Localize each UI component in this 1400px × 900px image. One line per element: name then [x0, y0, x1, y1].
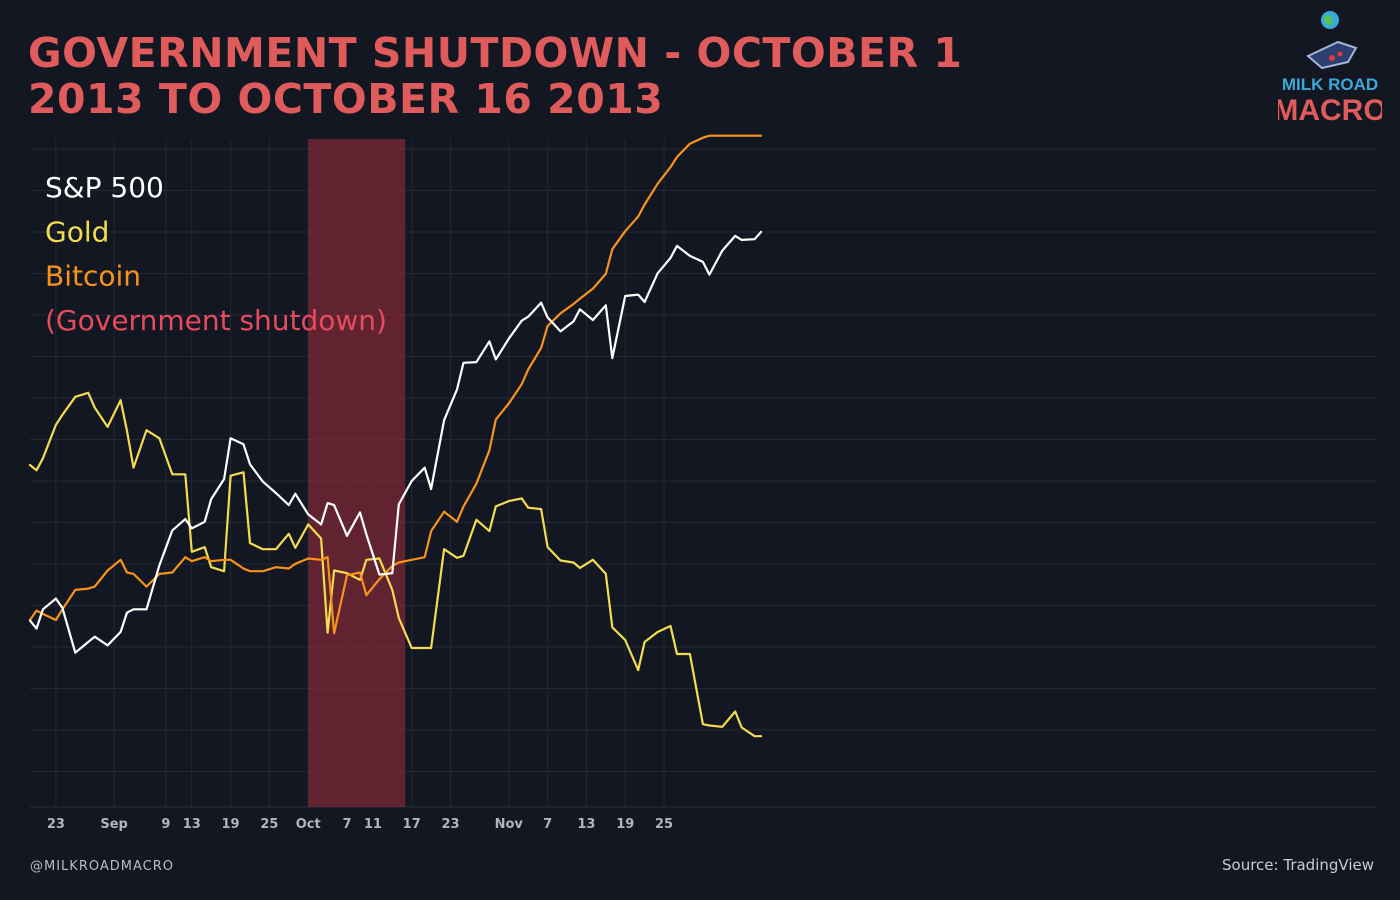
x-tick-label: 13: [183, 817, 201, 832]
source-note: Source: TradingView: [1222, 856, 1374, 874]
legend-entry: Gold: [45, 215, 109, 248]
x-tick-label: 13: [577, 817, 595, 832]
shutdown-band: [308, 139, 406, 807]
x-tick-label: Sep: [100, 817, 128, 832]
legend-entry: S&P 500: [45, 171, 164, 204]
x-tick-label: 25: [260, 817, 278, 832]
legend: S&P 500 Gold Bitcoin (Government shutdown): [45, 171, 387, 337]
series-line-gold: [28, 391, 763, 738]
legend-entry: Bitcoin: [45, 260, 141, 293]
logo-line1: MILK ROAD: [1282, 75, 1378, 94]
x-tick-label: 19: [222, 817, 240, 832]
milk-road-macro-logo: MILK ROAD MACRO: [1278, 11, 1382, 127]
series-lines: [28, 134, 763, 738]
x-tick-label: 23: [47, 817, 65, 832]
x-axis-ticks: 23 Sep 9 13 19 25 Oct 7 11 17 23 Nov 7 13 19 25: [47, 817, 673, 832]
grid-lines: [30, 139, 1376, 808]
x-tick-label: 23: [442, 817, 460, 832]
chart-title: GOVERNMENT SHUTDOWN - OCTOBER 1 2013 TO …: [28, 29, 963, 123]
x-tick-label: 25: [655, 817, 673, 832]
legend-entry: (Government shutdown): [45, 304, 387, 337]
figure-dots: [1329, 55, 1335, 61]
x-tick-label: Oct: [296, 817, 321, 832]
x-tick-label: 17: [403, 817, 421, 832]
globe-land: [1324, 15, 1334, 25]
x-tick-label: 11: [364, 817, 382, 832]
shutdown-band-group: [308, 139, 406, 807]
series-line-s-p-500: [28, 230, 763, 654]
x-tick-label: 19: [616, 817, 634, 832]
x-tick-label: 7: [343, 817, 352, 832]
logo-line2: MACRO: [1278, 94, 1382, 127]
x-tick-label: Nov: [495, 817, 524, 832]
x-tick-label: 7: [543, 817, 552, 832]
x-tick-label: 9: [161, 817, 170, 832]
social-handle: @MILKROADMACRO: [30, 859, 174, 874]
